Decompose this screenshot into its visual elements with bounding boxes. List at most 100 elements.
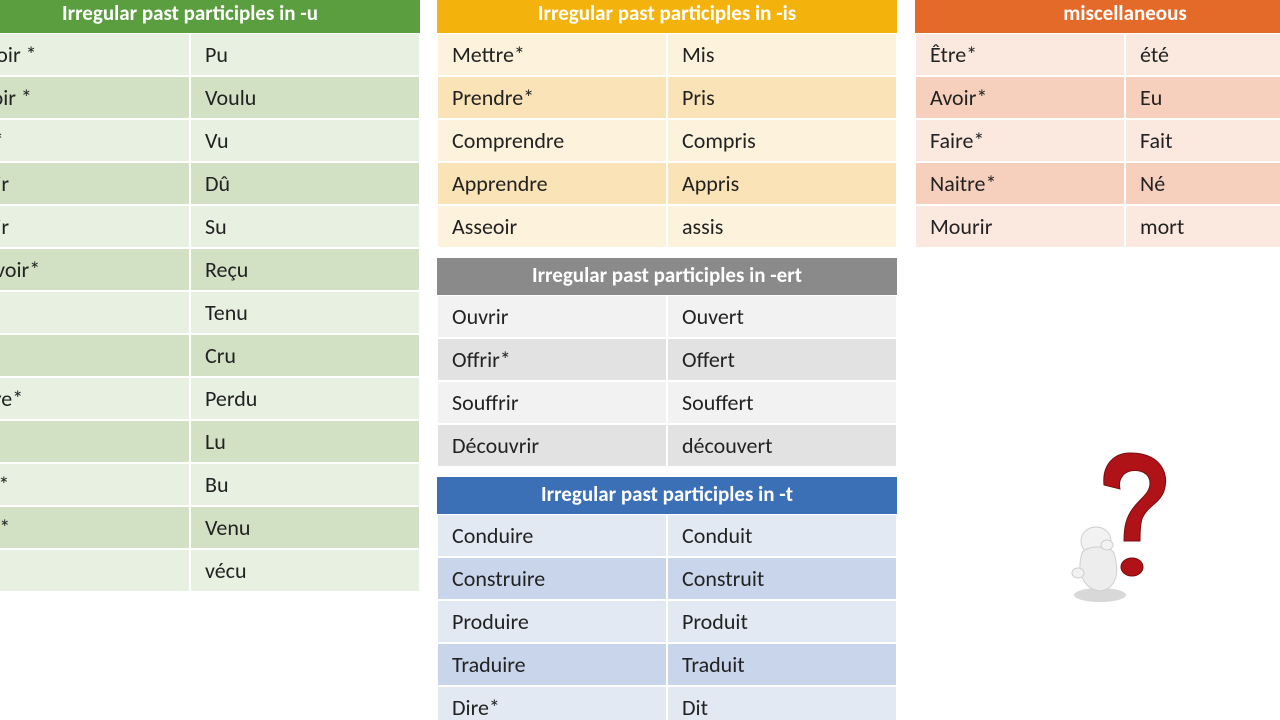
table-row: ireCru (0, 334, 420, 377)
verb-cell: Produire (437, 600, 667, 643)
verb-cell: rdre* (0, 377, 190, 420)
participle-cell: Vu (190, 119, 420, 162)
table-row: nir*Venu (0, 506, 420, 549)
participle-cell: Perdu (190, 377, 420, 420)
column-right: miscellaneousÊtre*étéAvoir*EuFaire*FaitN… (915, 0, 1280, 258)
table-t: Irregular past participles in -tConduire… (437, 477, 897, 720)
table-row: revécu (0, 549, 420, 592)
participle-cell: Né (1125, 162, 1280, 205)
table-row: voirDû (0, 162, 420, 205)
verb-cell: ire (0, 334, 190, 377)
participle-cell: été (1125, 33, 1280, 76)
table-row: ApprendreAppris (437, 162, 897, 205)
person-icon (1072, 527, 1126, 602)
verb-cell: ire* (0, 463, 190, 506)
table-row: Mourirmort (915, 205, 1280, 248)
participle-cell: Dit (667, 686, 897, 720)
verb-cell: Ouvrir (437, 295, 667, 338)
verb-cell: Apprendre (437, 162, 667, 205)
table-row: Offrir*Offert (437, 338, 897, 381)
table-is: Irregular past participles in -isMettre*… (437, 0, 897, 248)
participle-cell: Pu (190, 33, 420, 76)
verb-cell: Conduire (437, 514, 667, 557)
verb-cell: Mettre* (437, 33, 667, 76)
participle-cell: assis (667, 205, 897, 248)
verb-cell: Naitre* (915, 162, 1125, 205)
verb-cell: Faire* (915, 119, 1125, 162)
table-row: ConduireConduit (437, 514, 897, 557)
participle-cell: Conduit (667, 514, 897, 557)
participle-cell: Mis (667, 33, 897, 76)
table-row: Asseoirassis (437, 205, 897, 248)
table-row: Dire*Dit (437, 686, 897, 720)
participle-cell: Traduit (667, 643, 897, 686)
verb-cell: uvoir * (0, 33, 190, 76)
verb-cell: voir (0, 205, 190, 248)
participle-cell: Souffert (667, 381, 897, 424)
table-header-misc: miscellaneous (915, 0, 1280, 33)
participle-cell: Pris (667, 76, 897, 119)
table-row: ir *Vu (0, 119, 420, 162)
table-row: Être*été (915, 33, 1280, 76)
table-row: Avoir*Eu (915, 76, 1280, 119)
participle-cell: Bu (190, 463, 420, 506)
verb-cell: Offrir* (437, 338, 667, 381)
participle-cell: Cru (190, 334, 420, 377)
table-row: Mettre*Mis (437, 33, 897, 76)
table-header-u: Irregular past participles in -u (0, 0, 420, 33)
participle-cell: Compris (667, 119, 897, 162)
participle-cell: Construit (667, 557, 897, 600)
verb-cell: Dire* (437, 686, 667, 720)
verb-cell: re (0, 549, 190, 592)
verb-cell: cevoir* (0, 248, 190, 291)
participle-cell: découvert (667, 424, 897, 467)
table-row: rdre*Perdu (0, 377, 420, 420)
column-left: Irregular past participles in -uuvoir *P… (0, 0, 420, 602)
table-row: ConstruireConstruit (437, 557, 897, 600)
participle-cell: Fait (1125, 119, 1280, 162)
verb-cell: voir (0, 162, 190, 205)
verb-cell: Comprendre (437, 119, 667, 162)
table-row: Prendre*Pris (437, 76, 897, 119)
table-row: TraduireTraduit (437, 643, 897, 686)
table-header-is: Irregular past participles in -is (437, 0, 897, 33)
table-row: Naitre*Né (915, 162, 1280, 205)
verb-cell: ir (0, 291, 190, 334)
table-ert: Irregular past participles in -ertOuvrir… (437, 258, 897, 467)
verb-cell: e* (0, 420, 190, 463)
verb-cell: Souffrir (437, 381, 667, 424)
participle-cell: Eu (1125, 76, 1280, 119)
verb-cell: Construire (437, 557, 667, 600)
column-middle: Irregular past participles in -isMettre*… (437, 0, 897, 720)
verb-cell: Avoir* (915, 76, 1125, 119)
table-row: SouffrirSouffert (437, 381, 897, 424)
table-misc: miscellaneousÊtre*étéAvoir*EuFaire*FaitN… (915, 0, 1280, 248)
verb-cell: Découvrir (437, 424, 667, 467)
participle-cell: Lu (190, 420, 420, 463)
table-row: uloir *Voulu (0, 76, 420, 119)
participle-cell: Produit (667, 600, 897, 643)
table-u: Irregular past participles in -uuvoir *P… (0, 0, 420, 592)
participle-cell: Appris (667, 162, 897, 205)
participle-cell: mort (1125, 205, 1280, 248)
verb-cell: uloir * (0, 76, 190, 119)
table-row: ProduireProduit (437, 600, 897, 643)
table-row: voirSu (0, 205, 420, 248)
participle-cell: Offert (667, 338, 897, 381)
participle-cell: Ouvert (667, 295, 897, 338)
table-row: cevoir*Reçu (0, 248, 420, 291)
table-row: e*Lu (0, 420, 420, 463)
verb-cell: Être* (915, 33, 1125, 76)
participle-cell: vécu (190, 549, 420, 592)
table-row: irTenu (0, 291, 420, 334)
participle-cell: Su (190, 205, 420, 248)
table-row: uvoir *Pu (0, 33, 420, 76)
participle-cell: Tenu (190, 291, 420, 334)
verb-cell: Asseoir (437, 205, 667, 248)
participle-cell: Venu (190, 506, 420, 549)
participle-cell: Dû (190, 162, 420, 205)
table-row: Découvrirdécouvert (437, 424, 897, 467)
verb-cell: Prendre* (437, 76, 667, 119)
table-row: Faire*Fait (915, 119, 1280, 162)
table-row: ComprendreCompris (437, 119, 897, 162)
